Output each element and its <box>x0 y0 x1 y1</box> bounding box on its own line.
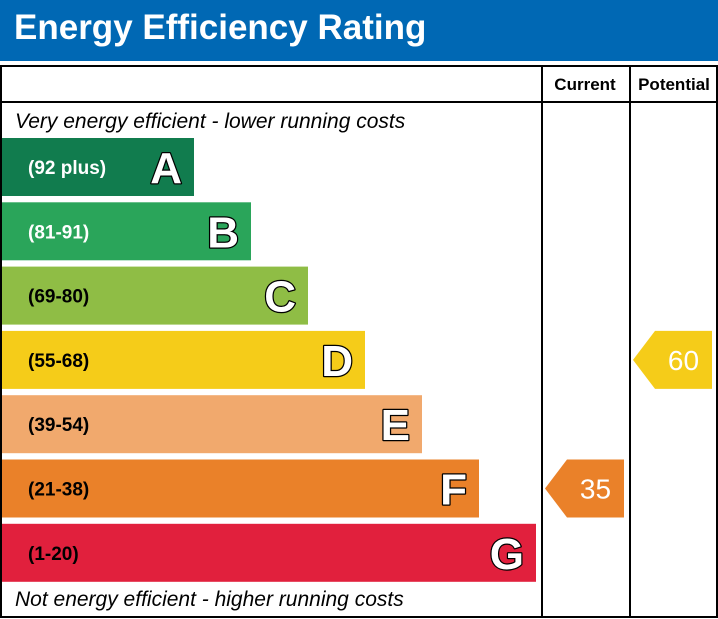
potential-column-header: Potential <box>638 75 710 94</box>
chart-frame <box>0 65 718 618</box>
chart-title: Energy Efficiency Rating <box>14 8 427 47</box>
band-f-letter: F <box>440 466 467 515</box>
band-d-range: (55-68) <box>28 351 89 372</box>
band-b-bar <box>2 202 251 261</box>
top-caption: Very energy efficient - lower running co… <box>15 110 406 133</box>
band-c-range: (69-80) <box>28 287 89 308</box>
band-e-bar <box>2 395 422 454</box>
band-b-range: (81-91) <box>28 222 89 243</box>
band-d-bar <box>2 330 365 389</box>
band-d-letter: D <box>321 337 353 386</box>
band-g-bar <box>2 523 536 582</box>
band-c-bar <box>2 266 308 325</box>
band-a-letter: A <box>150 144 182 193</box>
band-g-letter: G <box>490 530 524 579</box>
current-rating-arrow <box>545 459 624 518</box>
band-e-letter: E <box>381 401 410 450</box>
band-a-bar <box>2 138 194 196</box>
bottom-caption: Not energy efficient - higher running co… <box>15 588 404 611</box>
rating-markers: 35 60 <box>545 330 712 518</box>
header-bar: Energy Efficiency Rating <box>0 0 718 61</box>
band-f-range: (21-38) <box>28 480 89 501</box>
current-column-header: Current <box>554 75 616 94</box>
band-g-range: (1-20) <box>28 544 79 565</box>
band-b-letter: B <box>207 208 239 257</box>
band-e-range: (39-54) <box>28 415 89 436</box>
rating-bands: (92 plus) A (81-91) B (69-80) C (55-68) D (39-54… <box>2 138 536 582</box>
band-f-bar <box>2 459 479 518</box>
potential-rating-value: 60 <box>668 345 699 376</box>
band-a-range: (92 plus) <box>28 158 106 179</box>
potential-rating-arrow <box>633 330 712 389</box>
band-c-letter: C <box>264 273 296 322</box>
current-rating-value: 35 <box>580 474 611 505</box>
